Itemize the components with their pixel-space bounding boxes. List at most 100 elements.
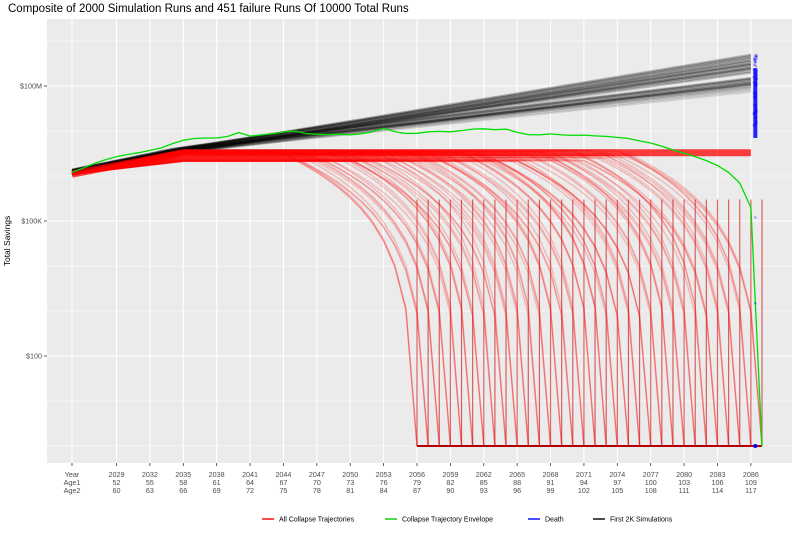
collapse-trajectory: [71, 158, 696, 447]
x-tick-label: 75: [279, 486, 287, 495]
death-point: [753, 60, 757, 64]
x-tick-label: 2080: [676, 470, 692, 479]
chart-title: Composite of 2000 Simulation Runs and 45…: [8, 3, 409, 15]
collapse-trajectory: [71, 159, 574, 447]
x-tick-label: 2047: [309, 470, 325, 479]
simulation-run: [71, 57, 752, 173]
y-tick-label: $100M: [20, 82, 42, 91]
envelope-line: [71, 127, 763, 447]
collapse-trajectory: [71, 160, 507, 447]
collapse-trajectory: [71, 156, 696, 447]
plot-panel: [47, 19, 792, 463]
x-tick-label: 2086: [743, 470, 759, 479]
x-tick-label: 97: [613, 478, 621, 487]
y-axis: $100 $100K $100M: [20, 82, 47, 361]
simulation-run: [71, 60, 752, 172]
collapse-trajectory: [71, 159, 652, 447]
collapse-trajectory: [71, 158, 630, 447]
death-cluster: [753, 68, 758, 138]
x-tick-label: 60: [113, 486, 121, 495]
x-tick-label: 69: [213, 486, 221, 495]
simulation-run: [71, 68, 752, 173]
legend-label: All Collapse Trajectories: [279, 517, 355, 524]
collapse-trajectory: [71, 159, 507, 447]
x-tick-label: 64: [246, 478, 254, 487]
death-point: [753, 54, 757, 58]
death-point: [754, 55, 758, 59]
x-tick-label: 2050: [342, 470, 358, 479]
collapse-trajectory: [71, 160, 630, 447]
simulation-run: [71, 77, 752, 172]
death-point: [753, 63, 756, 67]
simulation-run: [71, 63, 752, 171]
x-tick-label: 2065: [509, 470, 525, 479]
collapse-trajectory: [71, 160, 652, 447]
x-row-label: Age2: [64, 486, 81, 495]
x-tick-label: 96: [513, 486, 521, 495]
x-tick-label: 88: [513, 478, 521, 487]
death-point: [754, 301, 757, 305]
x-tick-label: 94: [580, 478, 588, 487]
simulation-run: [71, 66, 752, 173]
x-tick-label: 66: [179, 486, 187, 495]
x-tick-label: 109: [745, 478, 757, 487]
x-tick-label: 2053: [376, 470, 392, 479]
x-tick-label: 2032: [142, 470, 158, 479]
collapse-trajectory: [71, 157, 585, 447]
x-tick-label: 79: [413, 478, 421, 487]
y-tick-label: $100K: [21, 217, 42, 226]
x-tick-label: 100: [645, 478, 657, 487]
simulation-run: [71, 78, 752, 171]
death-point: [753, 58, 756, 61]
simulation-run: [71, 80, 752, 172]
x-tick-label: 73: [346, 478, 354, 487]
x-tick-label: 117: [745, 486, 756, 495]
collapse-trajectory: [71, 160, 618, 447]
simulation-run: [71, 78, 752, 172]
collapse-trajectory: [71, 157, 641, 447]
simulation-run: [71, 71, 752, 173]
death-point: [753, 444, 758, 448]
simulation-run: [71, 70, 752, 172]
x-tick-label: 114: [712, 486, 723, 495]
x-axis: Year 2029 2032 2035 2038 2041 2044 2047 2050 2053…: [64, 463, 759, 495]
x-tick-label: 2038: [209, 470, 225, 479]
collapse-trajectory: [71, 158, 541, 447]
x-tick-label: 2071: [576, 470, 592, 479]
simulation-run: [71, 56, 752, 172]
x-tick-label: 81: [346, 486, 354, 495]
collapse-trajectory: [71, 158, 529, 447]
x-tick-label: 103: [678, 478, 690, 487]
death-point: [755, 55, 758, 58]
x-tick-label: 70: [313, 478, 321, 487]
legend-label: First 2K Simulations: [610, 517, 673, 524]
x-tick-label: 82: [446, 478, 454, 487]
x-tick-label: 108: [645, 486, 657, 495]
x-tick-label: 93: [480, 486, 488, 495]
x-tick-label: 111: [679, 486, 690, 495]
legend: All Collapse Trajectories Collapse Trajec…: [262, 517, 673, 524]
x-tick-label: 105: [611, 486, 623, 495]
x-tick-label: 2029: [109, 470, 125, 479]
collapse-trajectory: [71, 159, 685, 447]
x-row-label: Age1: [64, 478, 81, 487]
simulation-run: [71, 84, 752, 172]
simulation-run: [71, 53, 752, 172]
x-tick-label: 63: [146, 486, 154, 495]
collapse-trajectory: [71, 156, 730, 447]
x-row-label: Year: [65, 470, 80, 479]
y-tick-label: $100: [26, 352, 42, 361]
collapse-trajectory: [71, 160, 485, 447]
x-tick-label: 61: [213, 478, 221, 487]
collapse-trajectory: [71, 156, 685, 447]
x-tick-label: 2059: [442, 470, 458, 479]
x-tick-label: 2041: [242, 470, 258, 479]
x-tick-label: 102: [578, 486, 590, 495]
collapse-trajectory: [71, 156, 719, 447]
death-point: [753, 57, 756, 60]
simulation-run: [71, 83, 752, 173]
simulation-run: [71, 59, 752, 172]
legend-label: Collapse Trajectory Envelope: [402, 517, 493, 524]
collapse-trajectory: [71, 159, 518, 447]
collapse-trajectories: [71, 149, 763, 447]
